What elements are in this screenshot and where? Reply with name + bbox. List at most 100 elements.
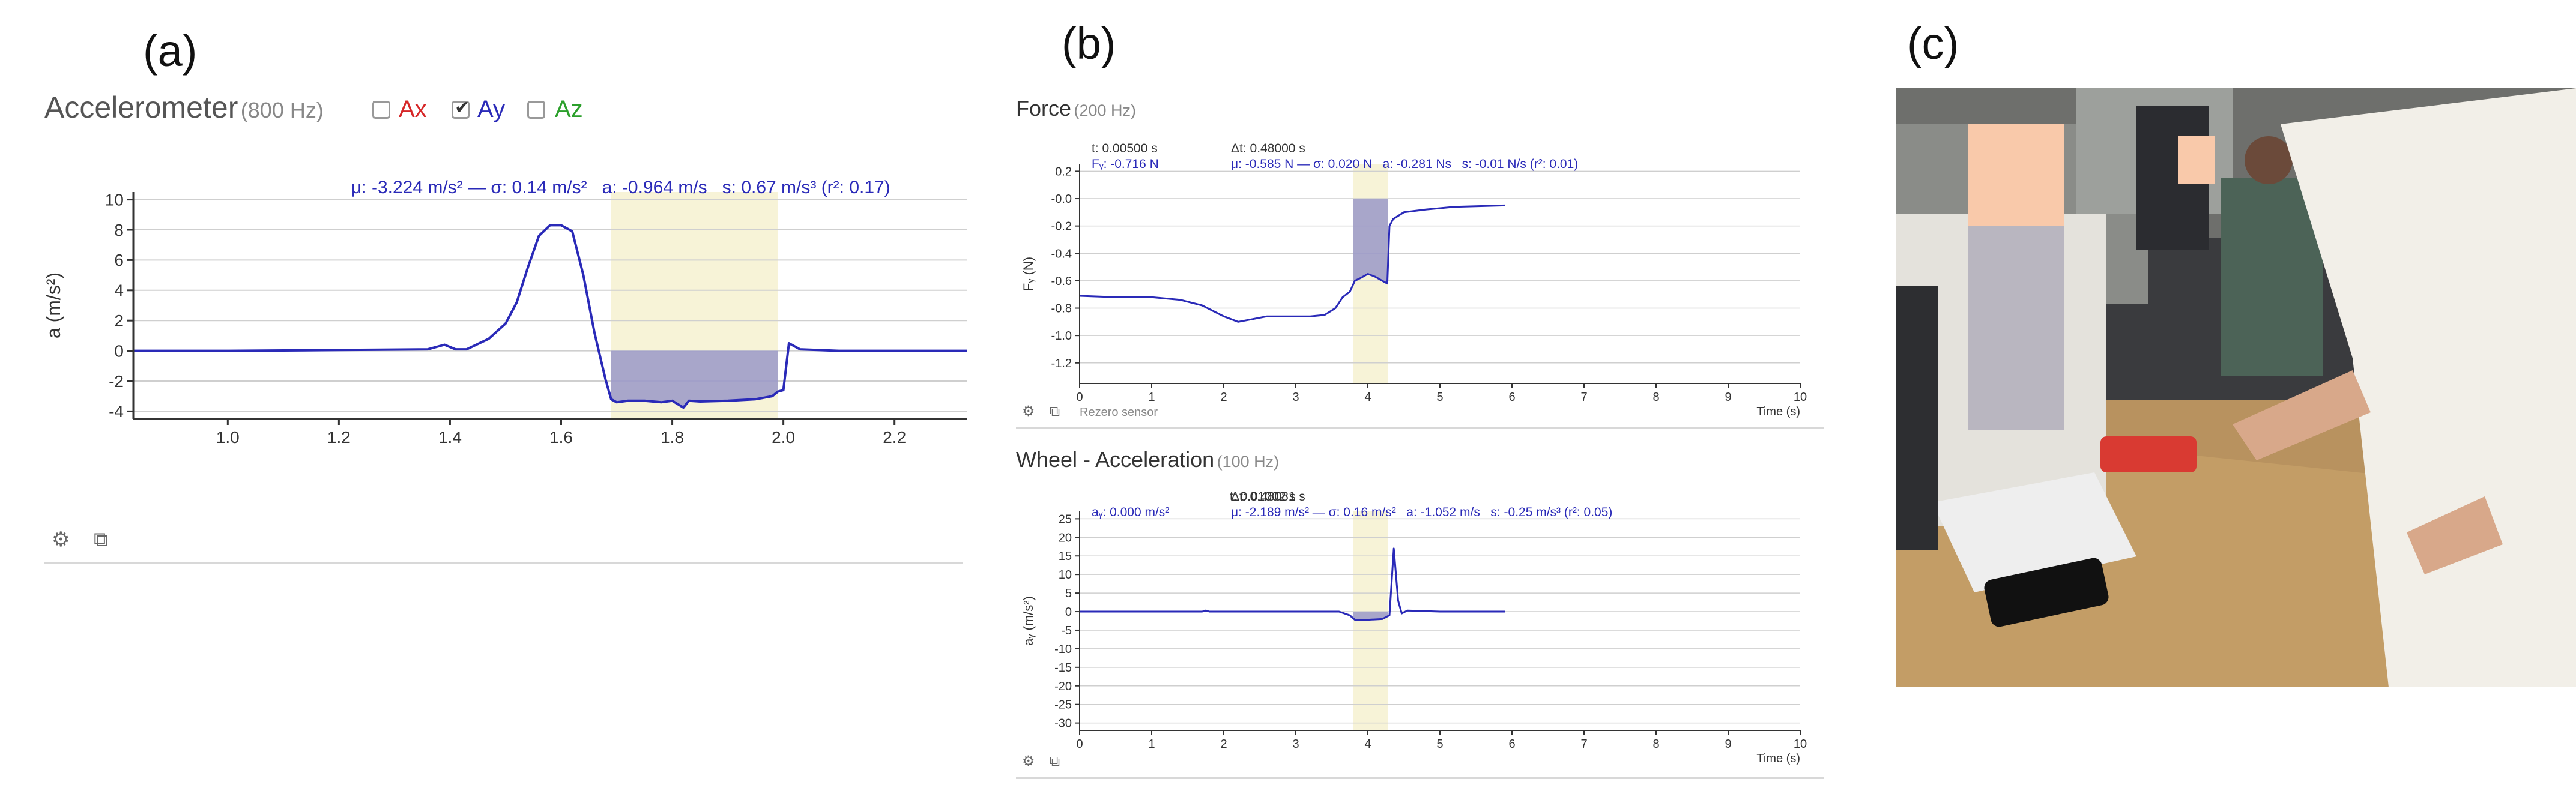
y-tick-label: -0.0 [1051, 193, 1072, 206]
x-tick-label: 0 [1076, 391, 1083, 404]
gear-icon[interactable]: ⚙ [52, 528, 70, 551]
series-line [1080, 547, 1505, 621]
x-tick-label: 9 [1725, 391, 1731, 404]
accelerometer-title: Accelerometer [44, 91, 238, 124]
series-line [133, 224, 967, 409]
checkbox-ax-label: Ax [399, 96, 427, 122]
y-tick-label: -0.4 [1051, 247, 1072, 260]
classroom-photo-illustration [1896, 88, 2576, 687]
wheel-rate: (100 Hz) [1217, 453, 1280, 471]
x-tick-label: 1.0 [216, 428, 240, 447]
panel-label-b: (b) [1062, 19, 1116, 68]
y-tick-label: -15 [1054, 661, 1072, 675]
external-link-icon[interactable]: ⧉ [94, 528, 109, 551]
panel-label-c: (c) [1907, 19, 1959, 68]
y-tick-label: 5 [1065, 587, 1072, 600]
series-line [1079, 204, 1505, 323]
y-tick-label: -1.2 [1051, 357, 1072, 370]
external-link-icon[interactable]: ⧉ [1050, 403, 1060, 420]
wheel-chart[interactable]: 25 20 15 10 5 0 -5 -10 -15 -20 -25 -30 0 1 2 3 4 5 6 7 8 9 10 a… [1015, 485, 1831, 773]
x-tick-label: 1.4 [438, 428, 462, 447]
x-tick-label: 8 [1652, 738, 1659, 751]
force-chart[interactable]: 0.2 -0.0 -0.2 -0.4 -0.6 -0.8 -1.0 -1.2 0 1 2 3 4 5 6 7 8… [1015, 132, 1831, 426]
wheel-readout-stats: μ: -2.189 m/s² — σ: 0.16 m/s² a: -1.052 … [1231, 505, 1613, 519]
y-tick-label: 10 [105, 190, 124, 209]
wheel-divider [1016, 777, 1824, 779]
y-axis-label: a (m/s²) [43, 272, 64, 338]
y-tick-label: 15 [1059, 550, 1072, 563]
x-tick-label: 0 [1076, 738, 1083, 751]
force-readout-t: t: 0.00500 s [1092, 142, 1158, 155]
x-tick-label: 1.8 [661, 428, 684, 447]
y-tick-label: 0 [114, 341, 124, 360]
force-divider [1016, 427, 1824, 429]
rezero-sensor-link[interactable]: Rezero sensor [1080, 406, 1158, 419]
x-tick-label: 3 [1292, 738, 1299, 751]
x-tick-label: 7 [1580, 391, 1587, 404]
wheel-title: Wheel - Acceleration [1016, 447, 1215, 472]
x-tick-label: 2.0 [772, 428, 795, 447]
x-tick-label: 7 [1580, 738, 1587, 751]
x-tick-label: 10 [1794, 738, 1807, 751]
force-readout-value: Fᵧ: -0.716 N [1092, 157, 1159, 171]
x-tick-label: 6 [1508, 391, 1515, 404]
wheel-readout-dt: Δt: 0.48081 s [1231, 490, 1305, 504]
force-title: Force [1016, 96, 1072, 121]
wheel-readout-value: aᵧ: 0.000 m/s² [1092, 505, 1170, 519]
panel-label-a: (a) [143, 26, 198, 76]
selection-fill [1353, 199, 1388, 284]
x-tick-label: 2.2 [883, 428, 906, 447]
x-tick-label: 2 [1220, 738, 1227, 751]
classroom-photo [1896, 88, 2576, 687]
x-tick-label: 3 [1292, 391, 1299, 404]
x-tick-label: 10 [1794, 391, 1807, 404]
accelerometer-rate: (800 Hz) [240, 98, 324, 122]
checkbox-ay[interactable] [452, 97, 470, 119]
checkbox-ay-label: Ay [477, 96, 505, 122]
y-tick-label: 0.2 [1055, 165, 1072, 178]
force-readout-dt: Δt: 0.48000 s [1231, 142, 1305, 155]
y-tick-label: 25 [1059, 513, 1072, 526]
x-tick-label: 2 [1220, 391, 1227, 404]
x-axis-label: Time (s) [1756, 752, 1800, 765]
y-tick-label: 20 [1059, 531, 1072, 544]
y-tick-label: 10 [1059, 568, 1072, 582]
y-tick-label: 2 [114, 311, 124, 330]
y-tick-label: -1.0 [1051, 329, 1072, 343]
y-axis-label: aᵧ (m/s²) [1021, 596, 1036, 646]
external-link-icon[interactable]: ⧉ [1050, 753, 1060, 769]
y-tick-label: 6 [114, 251, 124, 269]
x-axis-label: Time (s) [1756, 405, 1800, 418]
y-tick-label: 4 [114, 281, 124, 300]
y-tick-label: -2 [109, 372, 124, 391]
y-tick-label: -0.2 [1051, 220, 1072, 233]
x-tick-label: 1 [1148, 738, 1155, 751]
accelerometer-stats: μ: -3.224 m/s² — σ: 0.14 m/s² a: -0.964 … [351, 178, 890, 197]
wheel-header: Wheel - Acceleration (100 Hz) [1016, 447, 1279, 472]
y-tick-label: -5 [1061, 624, 1072, 637]
accelerometer-chart[interactable]: 10 8 6 4 2 0 -2 -4 1.0 1.2 1.4 1.6 1.8 2.0 2.2 a (m/s²) [36, 168, 973, 516]
checkbox-az-label: Az [555, 96, 583, 122]
x-tick-label: 1.6 [549, 428, 573, 447]
y-tick-label: -4 [109, 402, 124, 421]
y-tick-label: -0.6 [1051, 275, 1072, 288]
force-readout-stats: μ: -0.585 N — σ: 0.020 N a: -0.281 Ns s:… [1231, 157, 1579, 171]
gear-icon[interactable]: ⚙ [1022, 753, 1035, 769]
selection-band [1353, 511, 1388, 730]
force-header: Force (200 Hz) [1016, 96, 1136, 121]
x-tick-label: 5 [1436, 738, 1443, 751]
gear-icon[interactable]: ⚙ [1022, 403, 1035, 420]
x-tick-label: 4 [1364, 391, 1371, 404]
checkbox-az[interactable] [527, 101, 545, 119]
x-tick-label: 9 [1725, 738, 1731, 751]
selection-fill [1353, 612, 1388, 620]
y-tick-label: -0.8 [1051, 302, 1072, 316]
y-tick-label: 0 [1065, 606, 1072, 619]
y-tick-label: -10 [1054, 643, 1072, 656]
y-tick-label: -30 [1054, 717, 1072, 730]
y-tick-label: 8 [114, 221, 124, 239]
y-tick-label: -20 [1054, 680, 1072, 693]
checkbox-ax[interactable] [372, 101, 390, 119]
force-rate: (200 Hz) [1074, 101, 1137, 119]
x-tick-label: 8 [1652, 391, 1659, 404]
